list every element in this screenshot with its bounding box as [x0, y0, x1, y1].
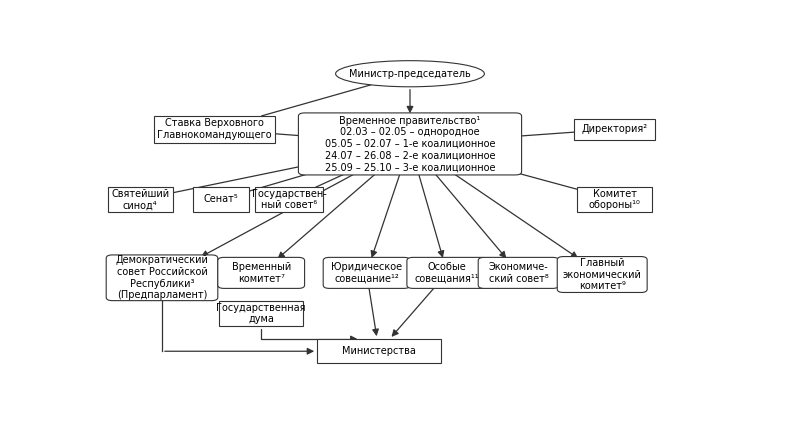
Text: Директория²: Директория² — [582, 124, 648, 134]
FancyBboxPatch shape — [574, 119, 655, 140]
Text: Юридическое
совещание¹²: Юридическое совещание¹² — [331, 262, 402, 284]
FancyBboxPatch shape — [407, 257, 487, 288]
FancyBboxPatch shape — [298, 113, 522, 175]
Text: Святейший
синод⁴: Святейший синод⁴ — [111, 189, 170, 210]
FancyBboxPatch shape — [478, 257, 558, 288]
FancyBboxPatch shape — [154, 116, 275, 142]
Text: Экономиче-
ский совет⁸: Экономиче- ский совет⁸ — [489, 262, 548, 284]
Text: Временное правительство¹
02.03 – 02.05 – однородное
05.05 – 02.07 – 1-е коалицио: Временное правительство¹ 02.03 – 02.05 –… — [325, 116, 495, 172]
FancyBboxPatch shape — [323, 257, 410, 288]
Text: Главный
экономический
комитет⁹: Главный экономический комитет⁹ — [562, 258, 642, 291]
Text: Ставка Верховного
Главнокомандующего: Ставка Верховного Главнокомандующего — [158, 118, 272, 140]
FancyBboxPatch shape — [219, 301, 303, 326]
Text: Государственная
дума: Государственная дума — [217, 303, 306, 324]
FancyBboxPatch shape — [558, 257, 647, 293]
FancyBboxPatch shape — [578, 187, 652, 212]
Text: Министерства: Министерства — [342, 346, 416, 356]
FancyBboxPatch shape — [108, 187, 173, 212]
FancyBboxPatch shape — [255, 187, 323, 212]
FancyBboxPatch shape — [218, 257, 305, 288]
FancyBboxPatch shape — [106, 255, 218, 301]
Text: Демократический
совет Российской
Республики³
(Предпарламент): Демократический совет Российской Республ… — [115, 255, 209, 300]
FancyBboxPatch shape — [317, 339, 441, 363]
Text: Временный
комитет⁷: Временный комитет⁷ — [231, 262, 291, 284]
Text: Министр-председатель: Министр-председатель — [349, 69, 471, 79]
Text: Государствен-
ный совет⁶: Государствен- ный совет⁶ — [252, 189, 326, 210]
Text: Сенат⁵: Сенат⁵ — [203, 195, 238, 204]
Text: Комитет
обороны¹⁰: Комитет обороны¹⁰ — [589, 189, 641, 210]
Text: Особые
совещания¹¹: Особые совещания¹¹ — [415, 262, 479, 284]
FancyBboxPatch shape — [193, 187, 249, 212]
Ellipse shape — [336, 61, 485, 87]
